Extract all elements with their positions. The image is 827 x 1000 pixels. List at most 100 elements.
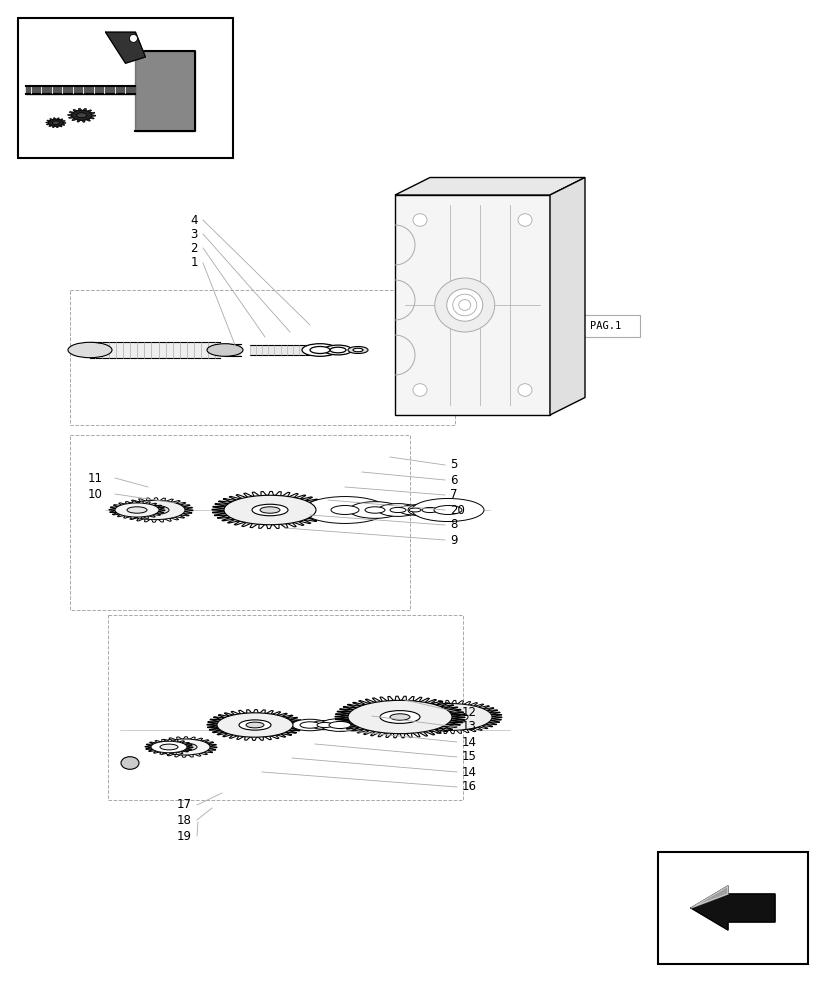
Ellipse shape <box>127 507 147 513</box>
Ellipse shape <box>160 744 178 750</box>
Ellipse shape <box>433 506 461 514</box>
Ellipse shape <box>299 722 319 728</box>
Bar <box>18 18 232 158</box>
Text: 5: 5 <box>449 458 457 472</box>
Text: 10: 10 <box>88 488 103 500</box>
Ellipse shape <box>323 345 351 355</box>
Ellipse shape <box>303 497 386 523</box>
Polygon shape <box>153 737 217 757</box>
Ellipse shape <box>77 113 87 118</box>
Bar <box>250 345 309 355</box>
Ellipse shape <box>217 713 293 737</box>
Ellipse shape <box>121 757 139 769</box>
Polygon shape <box>394 178 585 195</box>
Polygon shape <box>212 491 327 529</box>
Ellipse shape <box>115 503 159 517</box>
Polygon shape <box>145 739 193 755</box>
Ellipse shape <box>447 289 482 321</box>
Ellipse shape <box>239 720 270 730</box>
Ellipse shape <box>399 505 431 515</box>
Bar <box>657 852 807 964</box>
Ellipse shape <box>518 384 532 396</box>
Polygon shape <box>68 108 96 122</box>
Ellipse shape <box>432 711 467 723</box>
Polygon shape <box>549 178 585 415</box>
Bar <box>571 315 639 337</box>
Ellipse shape <box>413 214 427 226</box>
Ellipse shape <box>173 743 197 751</box>
Text: 9: 9 <box>449 534 457 546</box>
Ellipse shape <box>207 344 242 356</box>
Ellipse shape <box>292 719 327 731</box>
Polygon shape <box>398 700 501 734</box>
Ellipse shape <box>409 508 420 512</box>
Ellipse shape <box>330 347 346 353</box>
Ellipse shape <box>302 344 337 356</box>
Polygon shape <box>106 32 146 63</box>
Bar <box>108 615 462 800</box>
Text: PAG.1: PAG.1 <box>590 321 621 331</box>
Ellipse shape <box>422 507 437 513</box>
Ellipse shape <box>434 278 495 332</box>
Ellipse shape <box>390 507 405 513</box>
Bar <box>70 435 409 610</box>
Ellipse shape <box>458 300 471 310</box>
Ellipse shape <box>49 119 63 126</box>
Ellipse shape <box>309 347 330 354</box>
Ellipse shape <box>129 34 137 42</box>
Ellipse shape <box>125 500 184 520</box>
Polygon shape <box>117 498 193 522</box>
Ellipse shape <box>141 506 169 514</box>
Ellipse shape <box>72 110 92 120</box>
Text: 3: 3 <box>190 228 198 240</box>
Text: 18: 18 <box>177 814 192 826</box>
Text: 2: 2 <box>190 241 198 254</box>
Text: 19: 19 <box>177 830 192 842</box>
Ellipse shape <box>378 504 418 516</box>
Polygon shape <box>45 118 66 128</box>
Ellipse shape <box>160 739 210 755</box>
Polygon shape <box>109 501 165 519</box>
Ellipse shape <box>390 714 409 720</box>
Text: 17: 17 <box>177 798 192 812</box>
Text: 12: 12 <box>461 706 476 718</box>
Ellipse shape <box>68 342 112 358</box>
Ellipse shape <box>413 384 427 396</box>
Text: 1: 1 <box>190 256 198 269</box>
Polygon shape <box>335 696 465 738</box>
Ellipse shape <box>347 700 452 734</box>
Text: 14: 14 <box>461 736 476 748</box>
Ellipse shape <box>452 294 476 316</box>
Bar <box>90 342 220 358</box>
Bar <box>394 195 549 415</box>
Ellipse shape <box>151 741 187 753</box>
Text: 7: 7 <box>449 488 457 502</box>
Text: 4: 4 <box>190 214 198 227</box>
Ellipse shape <box>319 719 360 731</box>
Text: 11: 11 <box>88 472 103 485</box>
Ellipse shape <box>365 507 385 513</box>
Ellipse shape <box>518 214 532 226</box>
Polygon shape <box>136 51 195 131</box>
Ellipse shape <box>311 721 338 729</box>
Ellipse shape <box>348 502 400 518</box>
Bar <box>26 26 225 150</box>
Bar <box>225 344 241 356</box>
Ellipse shape <box>347 347 367 354</box>
Ellipse shape <box>412 498 484 522</box>
Text: 16: 16 <box>461 780 476 794</box>
Polygon shape <box>207 710 303 740</box>
Polygon shape <box>691 886 774 930</box>
Bar <box>70 290 455 425</box>
Polygon shape <box>691 886 727 908</box>
Ellipse shape <box>246 722 264 728</box>
Text: 15: 15 <box>461 750 476 764</box>
Polygon shape <box>26 86 136 94</box>
Ellipse shape <box>380 711 419 723</box>
Ellipse shape <box>260 507 280 513</box>
Ellipse shape <box>408 704 491 730</box>
Text: 20: 20 <box>449 504 464 516</box>
Text: 6: 6 <box>449 474 457 487</box>
Ellipse shape <box>52 121 60 124</box>
Ellipse shape <box>352 348 362 352</box>
